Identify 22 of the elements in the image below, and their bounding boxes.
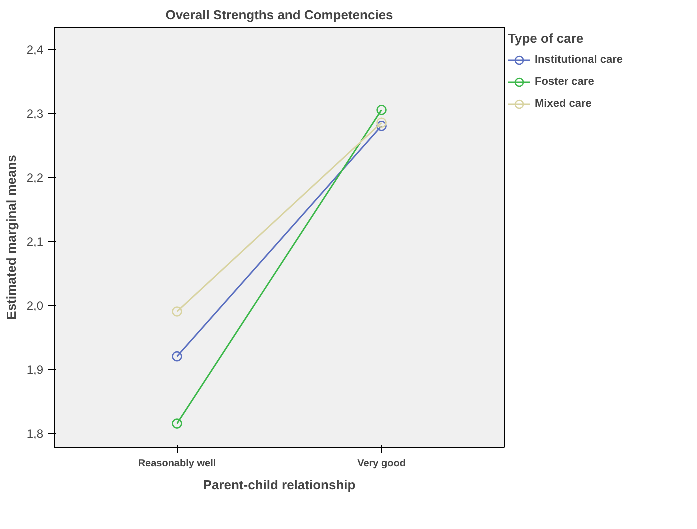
- legend-label: Institutional care: [535, 54, 624, 66]
- y-tick-label: 1,8: [26, 426, 44, 441]
- legend-label: Foster care: [535, 76, 594, 88]
- point: [376, 118, 387, 128]
- point: [376, 120, 387, 132]
- y-tick-label: 1,9: [26, 362, 44, 377]
- point: [376, 104, 387, 116]
- y-tick-label: 2,0: [26, 298, 44, 313]
- point: [172, 418, 182, 429]
- y-tick-label: 2,4: [26, 42, 44, 57]
- y-axis-title: Estimated marginal means: [4, 155, 19, 320]
- chart-title: Overall Strengths and Competencies: [166, 8, 394, 22]
- legend-label: Mixed care: [535, 98, 592, 110]
- x-tick-label: Very good: [358, 458, 406, 470]
- x-axis-title: Parent-child relationship: [203, 478, 356, 492]
- legend-title: Type of care: [508, 31, 585, 46]
- y-tick-label: 2,3: [26, 106, 44, 121]
- y-tick-label: 2,2: [26, 170, 44, 185]
- point: [172, 306, 182, 317]
- point: [172, 351, 182, 362]
- y-tick-label: 2,1: [26, 234, 44, 249]
- x-tick-label: Reasonably well: [138, 458, 216, 470]
